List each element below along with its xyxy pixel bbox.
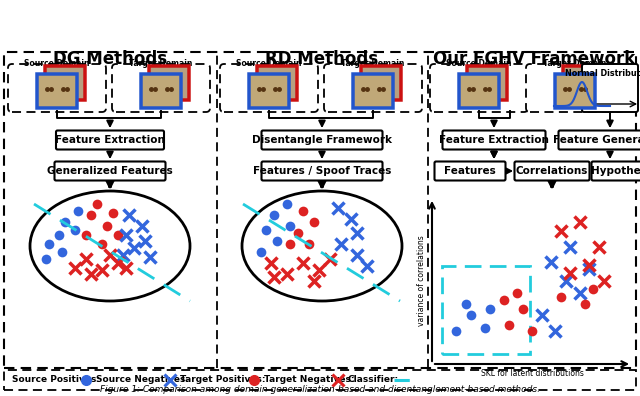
Text: Generalized Features: Generalized Features [47, 166, 173, 176]
Text: Features: Features [444, 166, 496, 176]
FancyBboxPatch shape [54, 162, 166, 181]
FancyBboxPatch shape [526, 64, 624, 112]
FancyBboxPatch shape [361, 66, 401, 100]
Text: Feature Extraction: Feature Extraction [439, 135, 549, 145]
Text: Feature Extraction: Feature Extraction [55, 135, 165, 145]
FancyBboxPatch shape [257, 66, 297, 100]
Text: SKL for latent distributions: SKL for latent distributions [481, 369, 584, 379]
Text: Features / Spoof Traces: Features / Spoof Traces [253, 166, 391, 176]
FancyBboxPatch shape [430, 64, 528, 112]
FancyBboxPatch shape [220, 64, 318, 112]
Text: Target Positives:: Target Positives: [180, 375, 266, 385]
FancyBboxPatch shape [582, 64, 638, 112]
Bar [4, 370, 636, 390]
FancyBboxPatch shape [262, 162, 383, 181]
FancyBboxPatch shape [37, 74, 77, 108]
Text: variance of correlations: variance of correlations [417, 236, 426, 326]
Text: Target Negatives:: Target Negatives: [264, 375, 355, 385]
Text: Source Domain: Source Domain [236, 59, 301, 67]
FancyBboxPatch shape [559, 131, 640, 150]
Text: Source Negatives:: Source Negatives: [96, 375, 189, 385]
FancyBboxPatch shape [56, 131, 164, 150]
FancyBboxPatch shape [459, 74, 499, 108]
FancyBboxPatch shape [555, 74, 595, 108]
FancyBboxPatch shape [249, 74, 289, 108]
Bar [4, 52, 636, 368]
FancyBboxPatch shape [467, 66, 507, 100]
Text: Source Positives:: Source Positives: [12, 375, 100, 385]
FancyBboxPatch shape [324, 64, 422, 112]
FancyBboxPatch shape [262, 131, 383, 150]
Text: Normal Distribution: Normal Distribution [565, 70, 640, 78]
FancyBboxPatch shape [353, 74, 393, 108]
FancyBboxPatch shape [591, 162, 640, 181]
FancyBboxPatch shape [435, 162, 506, 181]
Bar [442, 266, 530, 354]
FancyBboxPatch shape [563, 66, 603, 100]
Ellipse shape [30, 191, 190, 301]
Text: Correlations: Correlations [516, 166, 588, 176]
Text: Target Domain: Target Domain [129, 59, 193, 67]
FancyBboxPatch shape [112, 64, 210, 112]
Text: Our FGHV Framework: Our FGHV Framework [433, 50, 635, 68]
FancyBboxPatch shape [149, 66, 189, 100]
FancyBboxPatch shape [442, 131, 545, 150]
Text: Feature Generation: Feature Generation [552, 135, 640, 145]
Text: DG Methods: DG Methods [53, 50, 167, 68]
Text: Source Domain: Source Domain [446, 59, 512, 67]
Ellipse shape [242, 191, 402, 301]
Text: Target Domain: Target Domain [341, 59, 404, 67]
Text: Target Domain: Target Domain [543, 59, 607, 67]
FancyBboxPatch shape [8, 64, 106, 112]
FancyBboxPatch shape [515, 162, 589, 181]
Text: Hypotheses: Hypotheses [591, 166, 640, 176]
FancyBboxPatch shape [141, 74, 181, 108]
Text: Figure 1: Comparison among domain generalization-based and disentanglement-based: Figure 1: Comparison among domain genera… [100, 385, 540, 394]
Text: RD Methods: RD Methods [266, 50, 379, 68]
Text: Disentangle Framework: Disentangle Framework [252, 135, 392, 145]
FancyBboxPatch shape [45, 66, 85, 100]
Text: Classifier:: Classifier: [348, 375, 399, 385]
Text: Source Domain: Source Domain [24, 59, 90, 67]
